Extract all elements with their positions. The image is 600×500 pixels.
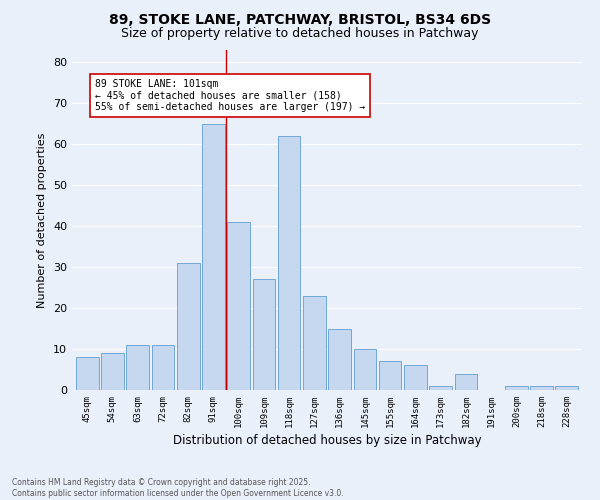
Bar [76,357,98,390]
Bar [505,386,528,390]
Bar [404,366,427,390]
Y-axis label: Number of detached properties: Number of detached properties [37,132,47,308]
Bar [126,345,149,390]
Bar [278,136,301,390]
Bar [455,374,477,390]
Bar [303,296,326,390]
Bar [353,349,376,390]
Text: Size of property relative to detached houses in Patchway: Size of property relative to detached ho… [121,28,479,40]
X-axis label: Distribution of detached houses by size in Patchway: Distribution of detached houses by size … [173,434,481,447]
Bar [253,280,275,390]
Bar [429,386,452,390]
Bar [152,345,174,390]
Text: Contains HM Land Registry data © Crown copyright and database right 2025.
Contai: Contains HM Land Registry data © Crown c… [12,478,344,498]
Bar [328,328,351,390]
Bar [177,263,199,390]
Bar [556,386,578,390]
Bar [379,362,401,390]
Text: 89, STOKE LANE, PATCHWAY, BRISTOL, BS34 6DS: 89, STOKE LANE, PATCHWAY, BRISTOL, BS34 … [109,12,491,26]
Bar [202,124,225,390]
Bar [227,222,250,390]
Bar [530,386,553,390]
Text: 89 STOKE LANE: 101sqm
← 45% of detached houses are smaller (158)
55% of semi-det: 89 STOKE LANE: 101sqm ← 45% of detached … [95,78,365,112]
Bar [101,353,124,390]
